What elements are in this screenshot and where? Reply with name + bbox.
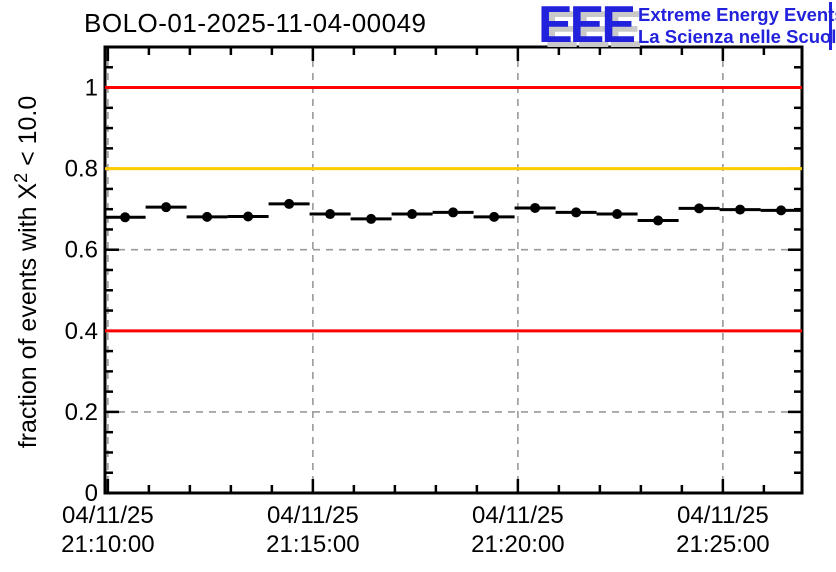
data-point-marker xyxy=(694,203,705,214)
data-point-marker xyxy=(612,209,623,220)
data-point-marker xyxy=(161,202,172,213)
x-tick-label-time: 21:20:00 xyxy=(471,531,564,558)
x-tick-label-time: 21:15:00 xyxy=(266,531,359,558)
data-point-marker xyxy=(243,211,254,222)
data-point-marker xyxy=(571,207,582,218)
logo-tagline-english: Extreme Energy Events xyxy=(638,4,836,25)
y-tick-label: 0.8 xyxy=(65,156,98,183)
x-tick-label-date: 04/11/25 xyxy=(472,502,564,529)
logo-right-border xyxy=(829,2,832,50)
data-point-marker xyxy=(489,211,500,222)
x-tick-label-date: 04/11/25 xyxy=(62,502,154,529)
data-point-marker xyxy=(366,213,377,224)
data-point-marker xyxy=(120,212,131,223)
y-tick-label: 0.2 xyxy=(65,399,98,426)
data-point-marker xyxy=(407,209,418,220)
x-tick-label-time: 21:10:00 xyxy=(61,531,154,558)
data-point-marker xyxy=(735,204,746,215)
eee-logo-acronym: EEE xyxy=(538,0,636,54)
eee-logo: EEE Extreme Energy Events La Scienza nel… xyxy=(0,0,836,56)
data-point-marker xyxy=(530,202,541,213)
data-point-marker xyxy=(325,209,336,220)
y-tick-label: 1 xyxy=(85,75,98,102)
plot-title: BOLO-01-2025-11-04-00049 xyxy=(84,8,427,38)
x-tick-label-time: 21:25:00 xyxy=(676,531,769,558)
data-point-marker xyxy=(653,215,664,226)
logo-tagline-italian: La Scienza nelle Scuole xyxy=(638,26,836,47)
x-tick-label-date: 04/11/25 xyxy=(677,502,769,529)
y-axis-title-superscript: 2 xyxy=(10,172,31,183)
y-tick-label: 0.6 xyxy=(65,237,98,264)
plot-frame xyxy=(103,45,804,495)
data-point-marker xyxy=(202,211,213,222)
y-axis-title-suffix: < 10.0 xyxy=(14,95,43,173)
y-axis-title: fraction of events with X2 < 10.0 xyxy=(11,96,43,449)
data-point-marker xyxy=(284,198,295,209)
data-point-marker xyxy=(448,207,459,218)
y-tick-label: 0 xyxy=(85,480,98,507)
x-tick-label-date: 04/11/25 xyxy=(267,502,359,529)
data-point-marker xyxy=(776,205,787,216)
y-axis-title-text: fraction of events with X xyxy=(14,182,43,449)
y-tick-label: 0.4 xyxy=(65,318,98,345)
